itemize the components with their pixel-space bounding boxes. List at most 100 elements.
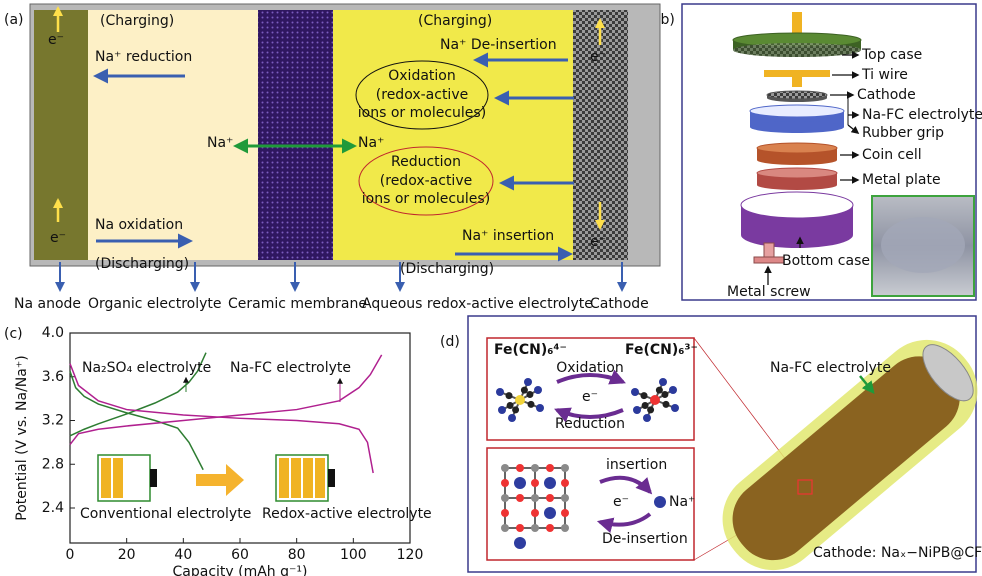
atom [512,406,520,414]
atom [531,494,539,502]
atom [546,494,554,502]
atom [501,509,509,517]
battery-cell [291,458,301,498]
atom [496,388,504,396]
zoom-box [797,479,813,495]
battery-label: Redox-active electrolyte [262,506,432,522]
curve-label: Na-FC electrolyte [230,360,351,376]
atom [501,464,509,472]
cycle-arrow [554,407,624,423]
cycle-arrow [599,475,653,495]
atom [546,524,554,532]
part-label: Cathode [857,87,916,103]
component-label: Ceramic membrane [228,296,367,312]
reaction-label: Na⁺ insertion [462,228,554,244]
atom [650,395,660,405]
part-bottom [741,222,853,248]
ti-wire [792,77,802,87]
part-label: Rubber grip [862,125,944,141]
atom [508,414,516,422]
part-bottom [757,180,837,190]
phase-label: (Discharging) [400,261,494,277]
particles [732,356,960,561]
cycle-arrow [556,369,626,385]
component-label: Aqueous redox-active electrolyte [362,296,593,312]
x-tick-label: 0 [66,547,75,563]
atom [531,509,539,517]
atom [633,406,641,414]
rod-cap [922,344,974,402]
electron-label: e⁻ [582,389,598,405]
battery-cell [315,458,325,498]
oval-text: Reduction [391,154,461,170]
ion-label: Na⁺ [358,135,384,151]
part-label: Top case [861,47,922,63]
panel-label: (c) [4,326,23,342]
atom [662,400,670,408]
battery-tip [328,469,335,487]
battery-cell [303,458,313,498]
part-label: Ti wire [861,67,908,83]
panel-frame [467,315,977,573]
atom [647,406,655,414]
part-top [749,104,845,118]
atom [531,479,539,487]
organic-electrolyte [88,10,258,260]
panel-label: (d) [440,334,460,350]
battery-cell [101,458,111,498]
arrow [859,375,875,394]
cathode-rod [722,339,978,571]
x-tick-label: 20 [118,547,136,563]
atom [631,388,639,396]
oval-text: ions or molecules) [362,191,490,207]
atom [501,524,509,532]
part-top [766,90,828,100]
part-label: Coin cell [862,147,922,163]
y-tick-label: 2.8 [42,456,64,472]
y-axis-label: Potential (V vs. Na/Na⁺) [14,355,30,520]
panel-frame [681,3,977,301]
ion-label: Na⁺ [669,494,695,510]
sodium [514,477,526,489]
curve-label: Na₂SO₄ electrolyte [82,360,211,376]
data-line [69,363,374,474]
atom [641,402,649,409]
atom [527,400,535,408]
phase-label: (Discharging) [95,256,189,272]
oval [358,146,494,216]
x-tick-label: 40 [174,547,192,563]
atom [531,524,539,532]
y-tick-label: 3.2 [42,413,64,429]
reaction-label: insertion [606,457,667,473]
atom [501,494,509,502]
reaction-label: De-insertion [602,531,688,547]
atom [671,404,679,412]
ti-stem [792,12,802,36]
photo-object [881,217,965,273]
atom [516,464,524,472]
data-line [69,352,207,437]
atom [505,392,513,400]
oval-text: (redox-active [380,173,472,189]
part-top [756,167,838,179]
screw [763,242,775,258]
part-top [740,191,854,219]
sodium [544,507,556,519]
big-arrow [196,464,244,496]
anode [34,10,88,260]
callout: Na-FC electrolyte [770,360,891,376]
part-bottom [750,121,844,133]
electron-label: e⁻ [590,49,606,65]
oval-text: (redox-active [376,87,468,103]
atom [561,524,569,532]
atom [640,392,648,400]
battery-tip [150,469,157,487]
reaction-label: Oxidation [556,360,623,376]
atom [526,391,534,398]
part-label: Na-FC electrolyte [862,107,982,123]
panel-label: (a) [4,12,24,28]
x-tick-label: 80 [288,547,306,563]
atom [643,414,651,422]
y-tick-label: 3.6 [42,369,64,385]
